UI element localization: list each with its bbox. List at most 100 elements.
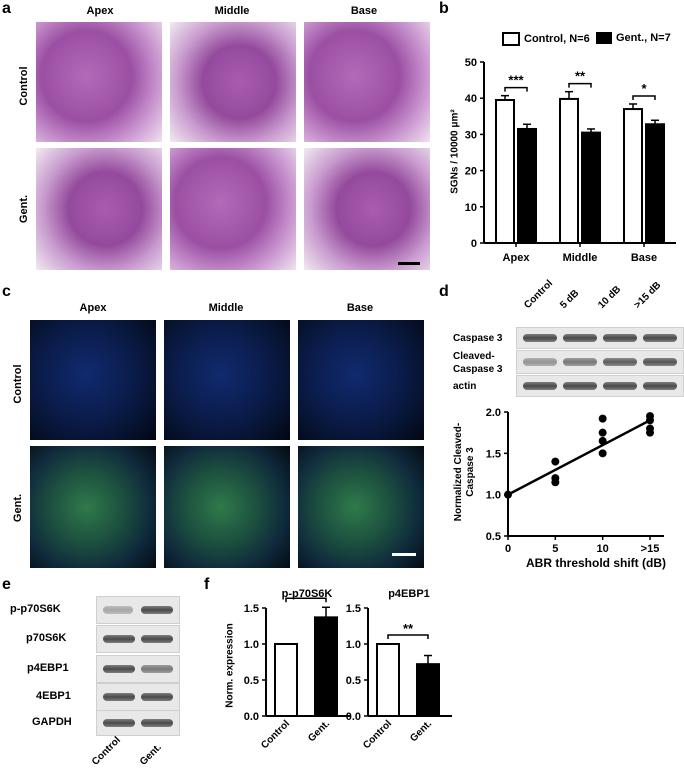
blot-e-row-gapdh: GAPDH <box>32 716 72 728</box>
f-xtick-label: Control <box>259 718 292 751</box>
legend-text-gent: Gent., N=7 <box>616 32 671 44</box>
d-point <box>504 490 512 499</box>
b-sig-label: * <box>641 81 647 96</box>
blot-d-row-caspase3: Caspase 3 <box>453 333 503 344</box>
blot-e-strip-p70s6k <box>96 625 180 653</box>
he-image-gent-middle <box>170 148 296 270</box>
b-bar <box>495 99 515 245</box>
blot-e-strip-p4ebp1 <box>96 655 180 683</box>
scale-bar-a <box>398 262 420 265</box>
d-xlabel: ABR threshold shift (dB) <box>526 556 666 570</box>
blot-e-lane-gent: Gent. <box>138 741 164 768</box>
b-bar <box>517 127 537 244</box>
fluor-image-gent-base <box>298 446 424 568</box>
legend-text-control: Control, N=6 <box>524 33 590 45</box>
f-sig-label: ** <box>403 621 414 636</box>
d-point <box>646 416 654 425</box>
lane-label-10db: 10 dB <box>596 283 624 311</box>
lane-label-15db: >15 dB <box>632 279 664 311</box>
blot-e-strip-pp70s6k <box>96 596 180 624</box>
f-sig-bracket <box>285 597 327 603</box>
fluor-image-control-middle <box>164 320 290 440</box>
b-sig-bracket <box>632 95 656 100</box>
panel-c-col-middle: Middle <box>208 302 244 314</box>
panel-a-row-control: Control <box>18 66 30 106</box>
b-sig-label: *** <box>508 73 524 88</box>
f-bar <box>314 616 338 717</box>
chart-f2-title: p4EBP1 <box>388 588 430 600</box>
panel-c-col-apex: Apex <box>79 302 107 314</box>
he-image-gent-apex <box>36 148 162 270</box>
d-xtick-label: 0 <box>505 543 511 555</box>
fluor-image-gent-apex <box>30 446 156 568</box>
lane-label-control: Control <box>522 278 556 311</box>
b-ytick-label: 20 <box>465 166 477 178</box>
he-image-gent-base <box>304 148 430 270</box>
fluor-image-gent-middle <box>164 446 290 568</box>
chart-f-content: 0.0 0.5 1.0 1.5 Control Gent. * 0.0 0.5 1.0 1.5 Con… <box>244 596 452 751</box>
panel-a-col-middle: Middle <box>214 5 250 17</box>
chart-f: 0.0 0.5 1.0 1.5 Control Gent. * 0.0 0.5 1.0 1.5 Con… <box>244 596 452 751</box>
b-sig-bracket <box>568 82 592 88</box>
blot-d-strip-caspase3 <box>516 327 684 349</box>
panel-d-ylabel: Normalized Cleaved- Caspase 3 <box>453 422 476 522</box>
panel-a-col-apex: Apex <box>86 5 114 17</box>
b-bar <box>581 131 601 244</box>
f-bar <box>416 663 440 718</box>
fluor-image-control-base <box>298 320 424 440</box>
b-sig-label: ** <box>575 69 586 84</box>
fluor-image-control-apex <box>30 320 156 440</box>
b-ytick-label: 40 <box>465 93 477 105</box>
panel-a-row-gent: Gent. <box>18 194 30 224</box>
panel-c-col-base: Base <box>346 302 374 314</box>
chart-b-axes: 0 10 20 30 40 50 Apex Middle Base <box>465 57 676 264</box>
d-fit-line <box>507 419 651 496</box>
d-point <box>551 457 560 466</box>
d-point <box>598 414 607 423</box>
b-ytick-label: 10 <box>465 202 477 214</box>
d-xtick-label: 10 <box>597 543 609 555</box>
panel-a-label: a <box>2 0 11 17</box>
b-ytick-label: 0 <box>471 238 477 250</box>
d-ytick-label: 1.5 <box>486 448 501 460</box>
d-point <box>598 436 607 445</box>
f-xtick-label: Control <box>361 718 394 751</box>
d-ytick-label: 2.0 <box>486 407 501 419</box>
d-xtick-label: >15 <box>641 543 660 555</box>
panel-c-row-control: Control <box>12 364 24 404</box>
panel-a-col-base: Base <box>350 5 378 17</box>
f-ytick-label: 1.0 <box>346 639 361 651</box>
b-sig-bracket <box>504 86 528 92</box>
he-image-control-middle <box>170 22 296 142</box>
blot-e-row-p70s6k: p70S6K <box>26 632 67 644</box>
blot-d-strip-cleaved <box>516 350 684 374</box>
f-ytick-label: 1.0 <box>244 639 259 651</box>
chart-b-bars: *** *** <box>495 69 665 245</box>
chart-d-points <box>504 412 654 499</box>
legend-b-control: Control, N=6 <box>502 32 590 46</box>
legend-b-gent: Gent., N=7 <box>596 32 671 44</box>
f-xtick-label: Gent. <box>408 718 434 744</box>
panel-f-label: f <box>204 576 210 593</box>
panel-f-ylabel: Norm. expression <box>224 623 236 708</box>
f-ytick-label: 1.5 <box>346 603 361 615</box>
d-ytick-label: 1.0 <box>486 490 501 502</box>
d-point <box>551 478 560 487</box>
he-image-control-apex <box>36 22 162 142</box>
b-bar <box>559 97 579 245</box>
f-sig-label: * <box>303 596 309 599</box>
b-ytick-label: 30 <box>465 129 477 141</box>
blot-e-lane-control: Control <box>90 734 123 768</box>
lane-label-5db: 5 dB <box>558 287 582 311</box>
panel-b-label: b <box>439 0 449 17</box>
scale-bar-c <box>392 553 416 556</box>
legend-swatch-white <box>502 32 520 46</box>
panel-c-label: c <box>2 283 11 300</box>
b-ytick-label: 50 <box>465 57 477 69</box>
f-sig-bracket <box>387 634 429 639</box>
b-xtick-label: Base <box>631 252 657 264</box>
b-xtick-label: Apex <box>503 252 531 264</box>
d-xtick-label: 5 <box>552 543 558 555</box>
